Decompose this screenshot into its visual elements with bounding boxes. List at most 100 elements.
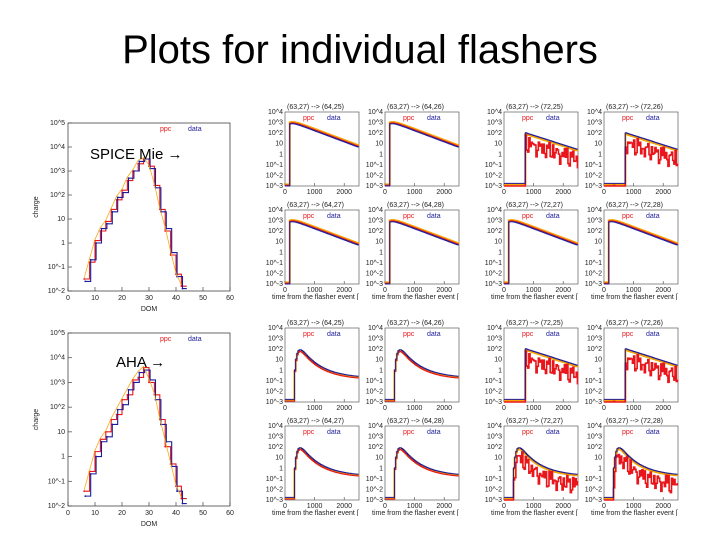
panel-frame xyxy=(284,327,360,403)
y-tick-label: 10^-1 xyxy=(266,260,283,267)
data-point-ppc xyxy=(137,376,140,379)
y-tick-label: 10^-2 xyxy=(485,388,502,395)
y-tick-label: 10^-1 xyxy=(48,478,65,485)
y-tick-label: 10^4 xyxy=(487,109,502,116)
y-tick-label: 10^2 xyxy=(368,444,383,451)
panel-frame xyxy=(503,111,579,187)
spice-mie-label: SPICE Mie → xyxy=(90,146,183,163)
y-tick-label: 10^-3 xyxy=(485,183,502,190)
flasher-panel: (63,27) --> (72,27)ppc data10^410^310^210… xyxy=(485,202,580,300)
x-tick-label: 2000 xyxy=(336,189,352,196)
series-data xyxy=(385,349,459,400)
flasher-panel: (63,27) --> (72,26)ppc data10^410^310^210… xyxy=(585,320,679,412)
series-data xyxy=(285,221,359,285)
series-fit xyxy=(285,121,360,186)
y-tick-label: 10^2 xyxy=(587,228,602,235)
y-tick-label: 10^2 xyxy=(487,346,502,353)
x-tick-label: 1000 xyxy=(526,189,542,196)
legend-data: data xyxy=(427,331,441,338)
legend-data: data xyxy=(546,115,560,122)
legend-ppc: ppc xyxy=(522,429,534,436)
y-tick-label: 10^-3 xyxy=(485,399,502,406)
series-ppc xyxy=(504,350,579,403)
data-point-data xyxy=(89,258,92,261)
flasher-panel: (63,27) --> (72,28)ppc data10^410^310^210… xyxy=(585,202,680,300)
panel-frame xyxy=(284,209,360,285)
series-fit xyxy=(504,132,579,186)
series-fit xyxy=(385,349,460,402)
x-tick-label: 1000 xyxy=(307,503,323,510)
data-point-ppc xyxy=(115,198,118,201)
x-tick-label: 0 xyxy=(383,405,387,412)
panel-frame xyxy=(503,209,579,285)
x-tick-label: 1000 xyxy=(407,189,423,196)
y-tick-label: 10 xyxy=(375,239,383,246)
data-point-data xyxy=(176,490,178,493)
panel-title: (63,27) --> (64,28) xyxy=(387,202,444,209)
data-point-ppc xyxy=(137,162,140,165)
legend-ppc: ppc xyxy=(303,331,315,338)
y-tick-label: 10^-2 xyxy=(266,172,283,179)
series-data xyxy=(285,123,359,187)
y-tick-label: 10^2 xyxy=(487,130,502,137)
y-tick-label: 10^2 xyxy=(587,346,602,353)
y-tick-label: 10^-2 xyxy=(585,172,602,179)
y-tick-label: 10^-2 xyxy=(366,388,383,395)
legend-data: data xyxy=(188,336,202,343)
x-tick-label: 0 xyxy=(283,287,287,294)
series-fit xyxy=(504,348,579,402)
flasher-panel: (63,27) --> (72,28)ppc data10^410^310^210… xyxy=(585,418,680,516)
series-fit xyxy=(285,219,360,284)
data-point-data xyxy=(100,440,103,443)
data-point-ppc xyxy=(164,445,167,448)
legend-ppc: ppc xyxy=(403,331,415,338)
data-point-ppc xyxy=(88,261,91,264)
x-tick-label: 1000 xyxy=(307,405,323,412)
y-tick-label: 10^4 xyxy=(587,423,602,430)
x-axis-label: DOM xyxy=(141,306,158,313)
legend-ppc: ppc xyxy=(622,331,634,338)
series-data xyxy=(504,132,578,184)
x-tick-label: 2000 xyxy=(336,503,352,510)
series-ppc xyxy=(604,453,679,501)
x-tick-label: 2000 xyxy=(655,405,671,412)
flasher-panel: (63,27) --> (64,28)ppc data10^410^310^210… xyxy=(366,202,461,300)
y-tick-label: 10^-2 xyxy=(266,270,283,277)
panel-title: (63,27) --> (72,25) xyxy=(506,320,563,327)
legend-data: data xyxy=(327,331,341,338)
series-data xyxy=(385,123,459,187)
y-tick-label: 1 xyxy=(61,454,65,461)
y-tick-label: 10^-3 xyxy=(266,281,283,288)
legend-ppc: ppc xyxy=(160,336,172,343)
x-tick-label: 0 xyxy=(283,503,287,510)
series-fit xyxy=(385,447,460,500)
y-tick-label: 10^3 xyxy=(368,434,383,441)
y-tick-label: 10^-3 xyxy=(485,281,502,288)
legend-data: data xyxy=(427,213,441,220)
data-point-ppc xyxy=(180,285,183,288)
y-tick-label: 10 xyxy=(375,455,383,462)
y-tick-label: 10 xyxy=(57,429,65,436)
y-tick-label: 10^4 xyxy=(587,109,602,116)
y-tick-label: 10^3 xyxy=(268,434,283,441)
data-point-ppc xyxy=(180,497,183,500)
x-axis-label: time from the flasher event [ ns ] xyxy=(591,294,680,300)
y-tick-label: 1 xyxy=(598,151,602,158)
x-tick-label: 1000 xyxy=(307,189,323,196)
legend-ppc: ppc xyxy=(622,213,634,220)
flasher-panel: (63,27) --> (64,26)ppc data10^410^310^210… xyxy=(366,104,460,196)
y-tick-label: 10 xyxy=(594,455,602,462)
data-point-data xyxy=(100,227,103,230)
legend-data: data xyxy=(646,331,660,338)
y-tick-label: 10 xyxy=(375,357,383,364)
x-tick-label: 2000 xyxy=(555,189,571,196)
y-tick-label: 10^4 xyxy=(587,325,602,332)
legend-ppc: ppc xyxy=(622,115,634,122)
panel-frame xyxy=(284,425,360,501)
x-tick-label: 30 xyxy=(145,510,153,517)
y-tick-label: 10^-1 xyxy=(366,476,383,483)
panel-frame xyxy=(603,111,679,187)
y-tick-label: 1 xyxy=(279,151,283,158)
data-point-data xyxy=(111,423,114,426)
data-point-ppc xyxy=(115,413,118,416)
